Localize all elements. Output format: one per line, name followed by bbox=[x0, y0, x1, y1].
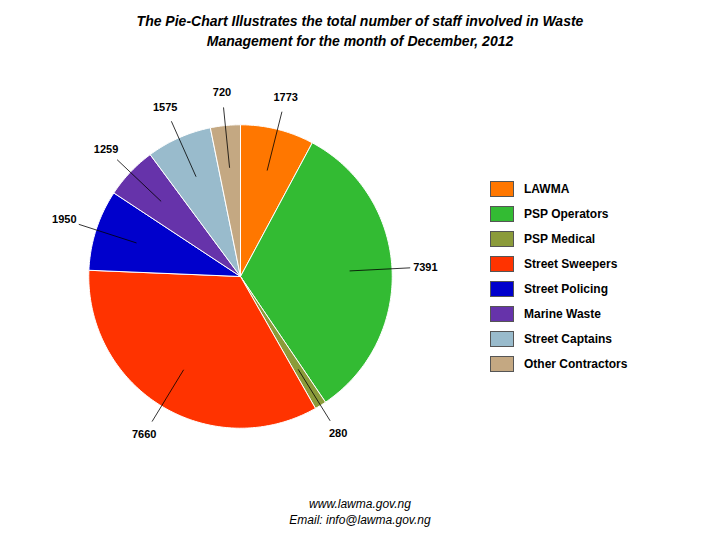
html-text:www.lawma.gov.ng: www.lawma.gov.ng bbox=[309, 497, 411, 511]
html-text:Street Captains: Street Captains bbox=[524, 331, 612, 346]
html-text:Other Contractors: Other Contractors bbox=[524, 356, 628, 371]
html-text:PSP Operators: PSP Operators bbox=[524, 206, 609, 221]
html-text:The Pie-Chart Illustrates the: The Pie-Chart Illustrates the total numb… bbox=[136, 13, 584, 29]
svg-text:280: 280 bbox=[329, 427, 347, 439]
svg-text:7391: 7391 bbox=[413, 261, 437, 273]
html-text:PSP Medical: PSP Medical bbox=[524, 231, 596, 246]
svg-text:720: 720 bbox=[213, 86, 231, 98]
svg-text:1773: 1773 bbox=[273, 91, 297, 103]
svg-text:1259: 1259 bbox=[94, 143, 118, 155]
html-text:Marine Waste: Marine Waste bbox=[524, 306, 601, 321]
svg-text:7660: 7660 bbox=[132, 428, 156, 440]
html-text:Email: info@lawma.gov.ng: Email: info@lawma.gov.ng bbox=[289, 513, 431, 527]
html-text:Management for the month of De: Management for the month of December, 20… bbox=[206, 33, 514, 49]
svg-text:1950: 1950 bbox=[52, 213, 76, 225]
html-text:Street Policing: Street Policing bbox=[524, 281, 608, 296]
html-text:Street Sweepers: Street Sweepers bbox=[524, 256, 618, 271]
svg-text:1575: 1575 bbox=[153, 101, 177, 113]
html-text:LAWMA: LAWMA bbox=[524, 181, 570, 196]
